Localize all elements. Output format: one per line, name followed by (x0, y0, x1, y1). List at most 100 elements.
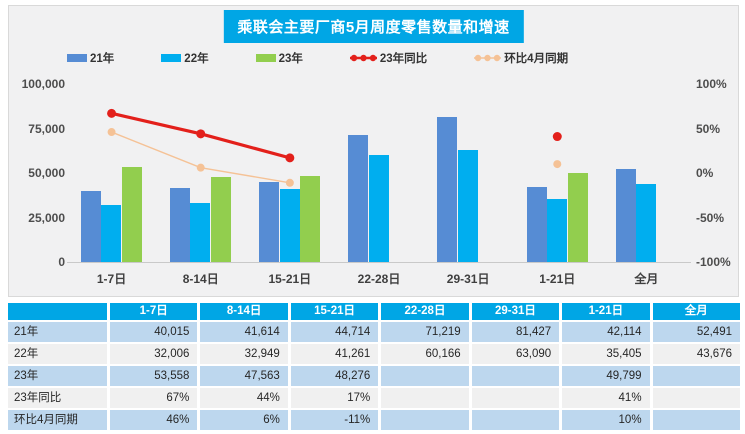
table-cell: 41,261 (290, 344, 379, 364)
data-table: 1-7日 8-14日 15-21日 22-28日 29-31日 1-21日 全月 21年 40,… (8, 303, 740, 430)
x-axis-category-label: 15-21日 (268, 272, 312, 286)
table-cell: 47,563 (200, 366, 288, 386)
marker-23年同比-1-21日 (552, 132, 562, 142)
marker-环比4月同期-8-14日 (196, 163, 205, 172)
table-cell: 40,015 (110, 322, 198, 342)
table-header-cell: 全月 (652, 303, 740, 320)
marker-23年同比-15-21日 (285, 153, 295, 163)
bar-21年-22-28日 (348, 135, 369, 262)
bar-22年-22-28日 (368, 154, 389, 262)
legend-marker (474, 54, 482, 62)
y-axis-right-tick: -50% (696, 210, 725, 225)
bar-22年-1-7日 (101, 205, 122, 262)
bar-22年-15-21日 (279, 188, 300, 262)
table-cell: 52,491 (652, 322, 740, 342)
legend-bar-swatch-icon (161, 54, 182, 62)
x-axis-category-label: 全月 (634, 272, 659, 286)
table-header-cell: 15-21日 (290, 303, 379, 320)
table-cell: 35,405 (562, 344, 650, 364)
x-axis-category-label: 1-21日 (539, 272, 576, 286)
bar-23年-1-21日 (567, 173, 588, 262)
legend-bar-swatch-icon (67, 54, 87, 62)
table-cell: 41,614 (200, 322, 288, 342)
legend-marker (493, 54, 501, 62)
table-cell: 67% (110, 388, 198, 408)
table-cell: 10% (562, 410, 650, 430)
table-cell: 41% (562, 388, 650, 408)
table-cell: -11% (290, 410, 379, 430)
y-axis-right-tick: 100% (696, 77, 727, 91)
table-cell: 32,949 (200, 344, 288, 364)
legend-marker (484, 54, 491, 62)
y-axis-right-tick: -100% (696, 255, 731, 269)
table-cell: 44,714 (290, 322, 379, 342)
table-cell: 44% (200, 388, 288, 408)
table-cell (471, 388, 560, 408)
bar-23年-1-7日 (121, 166, 142, 262)
chart-legend: 21年 22年 23年 23年同比 环比4月同期 (67, 50, 568, 66)
bar-21年-1-21日 (526, 187, 547, 262)
table-row-label: 22年 (8, 344, 107, 364)
legend-item-21年: 21年 (67, 50, 114, 66)
legend-label: 23年同比 (379, 53, 428, 65)
y-axis-left-tick: 50,000 (28, 166, 65, 180)
legend-item-23年: 23年 (255, 50, 303, 66)
table-cell: 6% (200, 410, 288, 430)
legend-marker (369, 54, 377, 62)
table-cell: 53,558 (110, 366, 198, 386)
legend-label: 环比4月同期 (504, 53, 569, 65)
bar-22年-29-31日 (457, 149, 478, 262)
bar-21年-全月 (615, 168, 636, 262)
bar-22年-8-14日 (190, 203, 211, 262)
bar-22年-1-21日 (547, 198, 568, 262)
chart-title: 乘联会主要厂商5月周度零售数量和增速 (223, 10, 524, 43)
table-header-cell: 1-7日 (110, 303, 198, 320)
bar-21年-8-14日 (169, 187, 190, 262)
y-axis-right-tick: 0% (696, 166, 714, 180)
table-row-label: 21年 (8, 322, 107, 342)
legend-marker (350, 54, 358, 62)
table-row-label: 23年同比 (8, 388, 107, 408)
bar-22年-全月 (636, 184, 657, 262)
y-axis-right-tick: 50% (696, 121, 721, 136)
table-cell: 81,427 (471, 322, 560, 342)
legend-label: 22年 (184, 53, 209, 65)
x-axis-category-label: 1-7日 (96, 272, 127, 286)
marker-23年同比-8-14日 (196, 129, 206, 139)
x-axis-category-label: 22-28日 (357, 272, 401, 286)
bar-21年-15-21日 (259, 182, 280, 262)
table-header-cell (8, 303, 107, 320)
line-环比4月同期 (111, 131, 290, 184)
table-cell: 60,166 (381, 344, 469, 364)
y-axis-left-tick: 75,000 (28, 121, 65, 136)
legend-label: 21年 (90, 53, 115, 65)
table-cell: 48,276 (290, 366, 379, 386)
bar-21年-29-31日 (437, 117, 458, 262)
table-cell (381, 366, 469, 386)
legend-item-22年: 22年 (161, 50, 209, 66)
y-axis-left-tick: 25,000 (28, 210, 65, 225)
marker-环比4月同期-1-21日 (553, 160, 562, 169)
table-cell: 63,090 (471, 344, 560, 364)
table-cell: 71,219 (381, 322, 469, 342)
marker-环比4月同期-15-21日 (285, 178, 294, 187)
y-axis-left-tick: 100,000 (21, 77, 65, 91)
table-cell: 43,676 (652, 344, 740, 364)
legend-item-23年同比: 23年同比 (349, 50, 428, 66)
table-cell (471, 366, 560, 386)
table-header-cell: 22-28日 (381, 303, 469, 320)
bar-21年-1-7日 (80, 190, 101, 262)
y-axis-left-tick: 0 (58, 255, 65, 269)
table-cell (652, 388, 740, 408)
table-header-cell: 1-21日 (562, 303, 650, 320)
marker-环比4月同期-1-7日 (107, 128, 116, 137)
legend-marker (360, 54, 367, 62)
table-row-label: 环比4月同期 (8, 410, 107, 430)
line-series-overlay (107, 108, 562, 187)
table-cell: 42,114 (562, 322, 650, 342)
table-cell (652, 366, 740, 386)
table-cell: 49,799 (562, 366, 650, 386)
table-row-label: 23年 (8, 366, 107, 386)
table-cell: 32,006 (110, 344, 198, 364)
